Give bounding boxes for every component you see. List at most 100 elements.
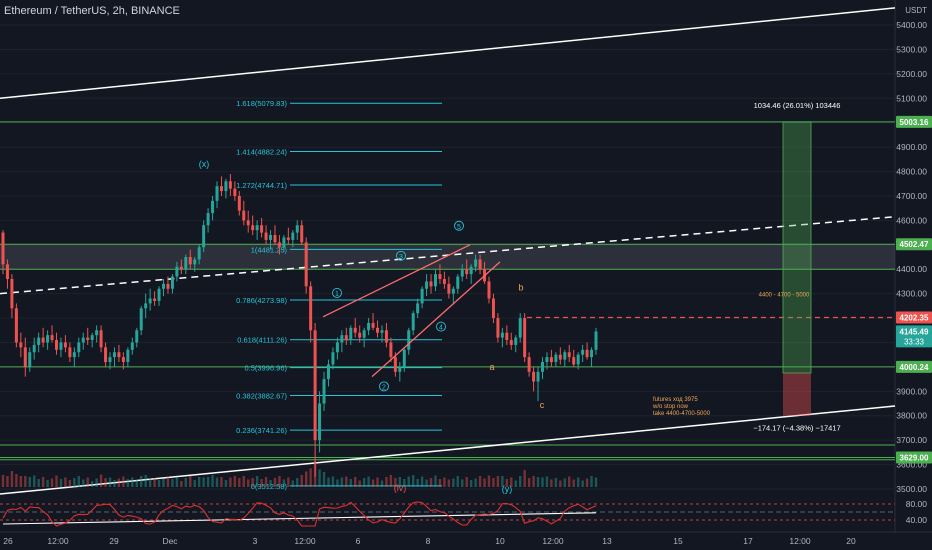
volume-bar	[434, 475, 437, 487]
position-stop-label: −174.17 (−4.38%) −17417	[753, 424, 840, 433]
candle-body	[456, 276, 460, 289]
price-badge-label: 4000.24	[900, 363, 929, 372]
price-tick-label: 3600.00	[896, 460, 927, 470]
candle-body	[474, 259, 478, 267]
volume-bar	[197, 477, 201, 487]
volume-bar	[82, 479, 85, 487]
volume-bar	[68, 480, 72, 487]
price-tick-label: 3500.00	[896, 484, 927, 494]
volume-bar	[327, 477, 330, 487]
candle-body	[376, 327, 380, 333]
candle-body	[157, 288, 161, 301]
time-tick-label: 17	[743, 536, 753, 546]
candle-body	[509, 340, 513, 345]
volume-bar	[300, 475, 303, 487]
candle-body	[108, 357, 112, 363]
candle-body	[121, 357, 125, 363]
volume-bar	[376, 477, 379, 487]
volume-bar	[238, 478, 241, 487]
candle-body	[32, 344, 36, 353]
volume-bar	[171, 479, 174, 487]
candle-body	[219, 186, 223, 192]
candle-body	[518, 318, 522, 338]
candle-body	[442, 278, 446, 284]
volume-bar	[590, 476, 593, 487]
oscillator-tick-label: 40.00	[906, 515, 928, 525]
candle-body	[14, 308, 18, 343]
volume-bar	[33, 475, 36, 487]
candle-body	[233, 188, 237, 196]
volume-bar	[322, 472, 326, 487]
volume-bar	[46, 480, 49, 487]
volume-bar	[189, 476, 192, 487]
channel-lower-line	[0, 405, 896, 495]
volume-bar	[478, 476, 482, 487]
candle-body	[104, 347, 108, 363]
wave-label-circle	[332, 287, 342, 298]
candle-body	[549, 357, 553, 363]
oscillator-line	[2, 501, 597, 527]
volume-bar	[496, 476, 500, 487]
candle-body	[86, 337, 90, 341]
candle-body	[438, 274, 442, 279]
resistance-zone	[0, 244, 895, 270]
candle-body	[273, 235, 277, 243]
time-tick-label: 12:00	[542, 536, 564, 546]
candle-body	[523, 318, 527, 358]
volume-bar	[594, 477, 598, 487]
volume-bar	[255, 476, 259, 487]
candle-body	[447, 283, 451, 294]
candle-body	[162, 283, 166, 289]
volume-bar	[220, 477, 223, 487]
candle-body	[197, 247, 201, 260]
fib-level-label: 0.618(4111.26)	[237, 336, 287, 345]
wave-label-circle	[436, 321, 446, 332]
candle-body	[144, 303, 148, 309]
volume-bar	[380, 480, 384, 487]
candle-body	[246, 220, 250, 226]
wave-label: c	[540, 400, 545, 410]
candle-body	[28, 352, 32, 367]
candle-body	[545, 357, 549, 363]
candle-body	[148, 298, 152, 304]
candle-body	[269, 235, 273, 240]
volume-bar	[64, 477, 67, 487]
volume-bar	[367, 476, 370, 487]
candle-body	[188, 257, 192, 265]
volume-bar	[264, 477, 268, 487]
wave-label: (y)	[502, 484, 513, 494]
candle-body	[594, 331, 598, 350]
candle-body	[371, 322, 375, 328]
candle-body	[465, 269, 469, 275]
price-tick-label: 5100.00	[896, 93, 927, 103]
time-tick-label: 8	[426, 536, 431, 546]
time-tick-label: 12:00	[47, 536, 69, 546]
oscillator-tick-label: 80.00	[906, 499, 928, 509]
candle-body	[300, 225, 304, 243]
volume-bar	[162, 478, 165, 487]
price-tick-label: 5300.00	[896, 44, 927, 54]
time-tick-label: 13	[602, 536, 612, 546]
note-text: w/o stop now	[652, 404, 689, 410]
price-badge	[896, 238, 932, 251]
volume-bar	[532, 476, 535, 487]
volume-bar	[224, 480, 228, 487]
fib-level-label: 1(4481.25)	[251, 245, 288, 254]
candle-body	[380, 330, 384, 333]
candle-body	[322, 379, 326, 404]
volume-bar	[416, 479, 419, 487]
price-badge	[896, 325, 932, 348]
volume-bar	[206, 477, 210, 487]
candle-body	[496, 318, 500, 338]
volume-bar	[140, 476, 143, 487]
volume-bar	[465, 477, 468, 487]
candle-body	[567, 352, 571, 358]
candle-body	[558, 354, 562, 360]
volume-bar	[510, 477, 513, 487]
candle-body	[228, 181, 232, 189]
candle-body	[126, 349, 130, 363]
wave-label: 1	[335, 291, 339, 298]
volume-bar	[576, 477, 580, 487]
volume-bar	[59, 479, 63, 487]
